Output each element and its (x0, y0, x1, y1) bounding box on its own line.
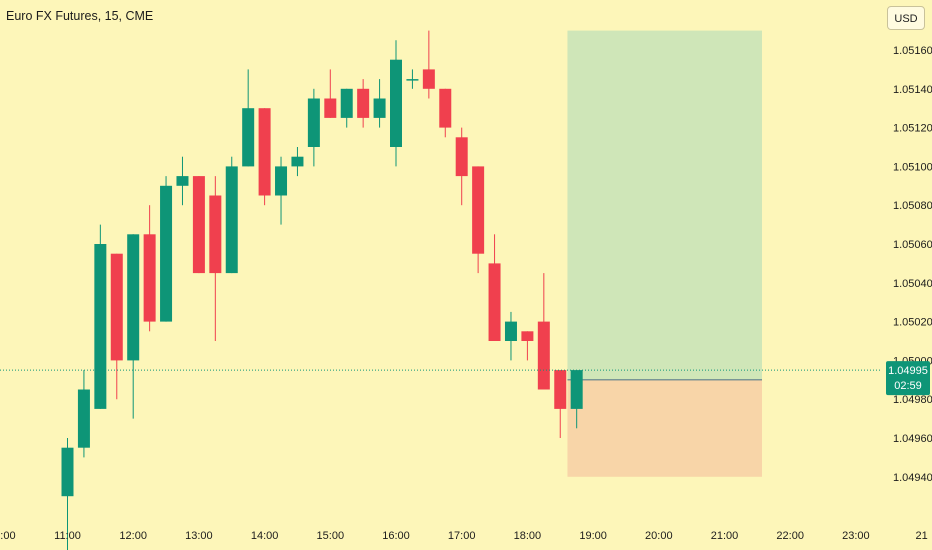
last-price-label (886, 361, 930, 396)
candle-body (110, 253, 123, 361)
y-tick-label: 1.05080 (893, 200, 932, 212)
y-tick-label: 1.05100 (893, 161, 932, 173)
target-zone (567, 30, 762, 380)
x-tick-label: 22:00 (776, 530, 804, 542)
x-tick-label: 19:00 (579, 530, 607, 542)
candle-body (521, 331, 534, 341)
candle-body (242, 108, 255, 167)
candle-body (422, 69, 435, 89)
x-tick-label: 23:00 (842, 530, 870, 542)
x-tick-label: 16:00 (382, 530, 410, 542)
candle-body (258, 108, 271, 196)
price-axis-area (872, 0, 932, 550)
candle-body (537, 321, 550, 390)
bar-countdown: 02:59 (894, 380, 922, 392)
x-tick-label: 12:00 (119, 530, 147, 542)
x-tick-label: 15:00 (317, 530, 345, 542)
candle-body (77, 389, 90, 448)
candle-body (94, 244, 107, 409)
x-tick-label: 10:00 (0, 530, 16, 542)
candle-body (127, 234, 140, 361)
candle-body (225, 166, 238, 274)
y-tick-label: 1.05160 (893, 45, 932, 57)
candle-body (554, 370, 567, 409)
y-tick-label: 1.05060 (893, 239, 932, 251)
candle-body (307, 98, 320, 147)
candle-body (570, 370, 583, 409)
candle-body (209, 195, 222, 274)
candle-body (61, 447, 74, 497)
y-tick-label: 1.04980 (893, 394, 932, 406)
candle-body (192, 176, 205, 274)
x-tick-label: 21 (915, 530, 927, 542)
y-tick-label: 1.05140 (893, 84, 932, 96)
y-tick-label: 1.04940 (893, 472, 932, 484)
candle-body (455, 137, 468, 177)
x-tick-label: 21:00 (711, 530, 739, 542)
x-tick-label: 18:00 (514, 530, 542, 542)
currency-button[interactable]: USD (887, 6, 925, 30)
y-tick-label: 1.05040 (893, 278, 932, 290)
candle-body (291, 156, 304, 167)
x-tick-label: 13:00 (185, 530, 213, 542)
candle-body (488, 263, 501, 341)
last-price-value: 1.04995 (888, 365, 928, 377)
stop-zone (567, 379, 762, 477)
candle-body (406, 79, 419, 81)
candle-body (275, 166, 288, 196)
candle-body (176, 176, 189, 186)
candle-body (390, 59, 402, 148)
x-tick-label: 20:00 (645, 530, 673, 542)
candle-body (324, 98, 337, 118)
candle-body (143, 234, 156, 322)
candle-body (373, 98, 386, 118)
candle-body (340, 88, 353, 118)
y-tick-label: 1.04960 (893, 433, 932, 445)
candle-body (504, 321, 517, 341)
candle-body (472, 166, 485, 254)
symbol-title[interactable]: Euro FX Futures, 15, CME (6, 9, 154, 23)
candle-body (439, 88, 452, 128)
x-tick-label: 11:00 (54, 530, 81, 542)
x-tick-label: 14:00 (251, 530, 279, 542)
y-tick-label: 1.05120 (893, 123, 932, 135)
y-tick-label: 1.05020 (893, 317, 932, 329)
candle-body (160, 185, 173, 322)
x-tick-label: 17:00 (448, 530, 476, 542)
candle-body (357, 88, 370, 118)
time-axis-area (0, 520, 872, 550)
